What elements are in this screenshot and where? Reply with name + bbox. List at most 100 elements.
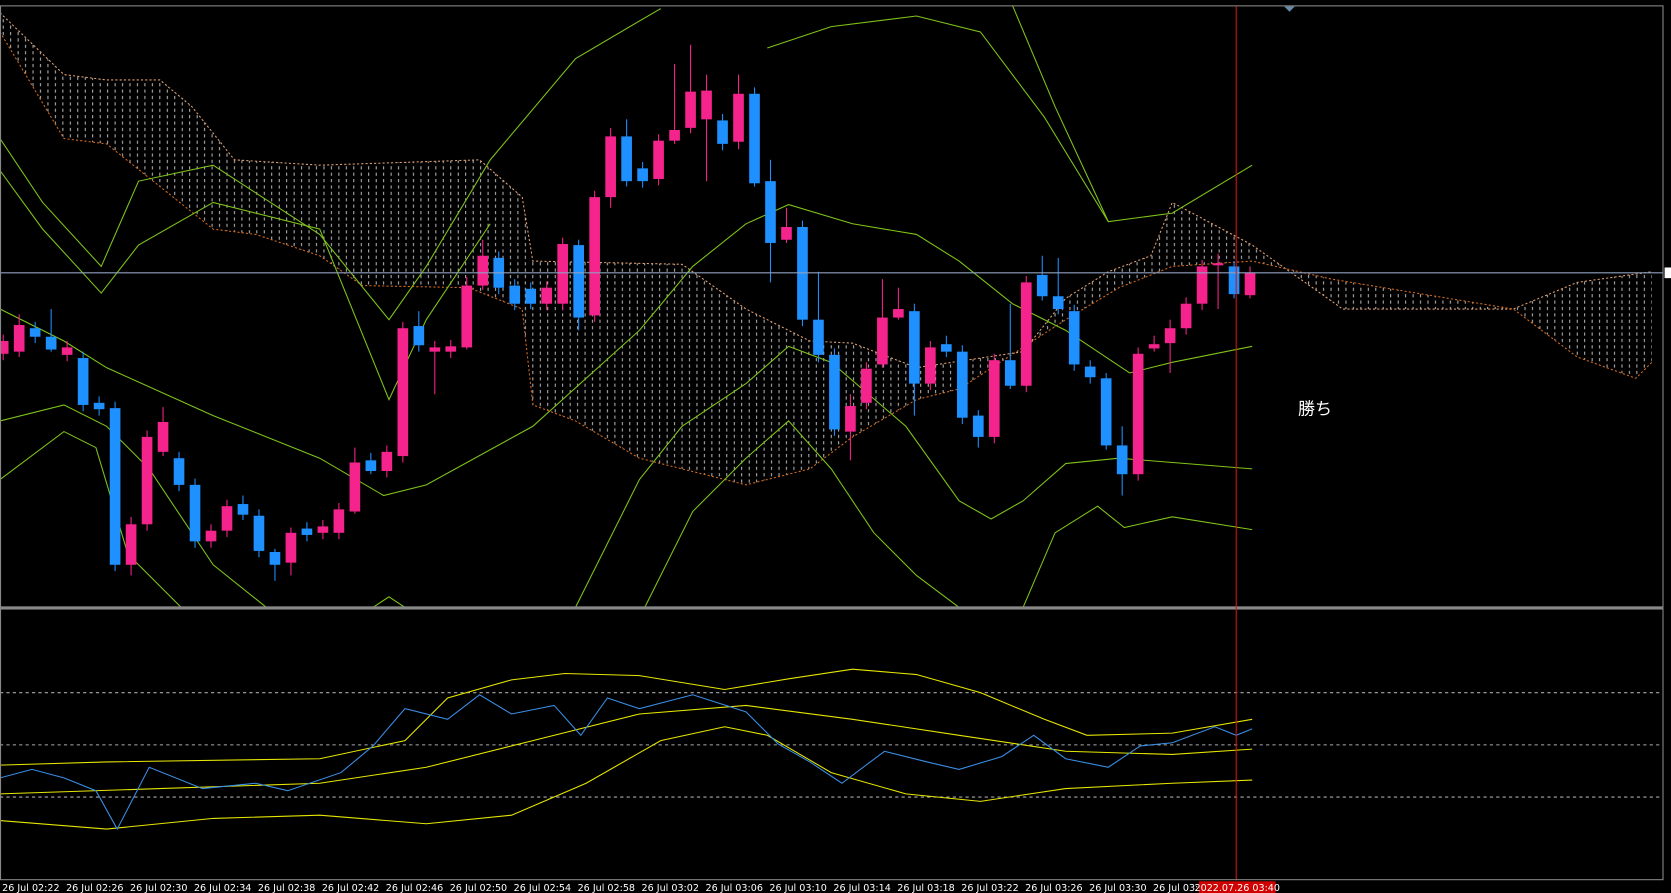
candle-body [1196,266,1208,304]
time-label: 26 Jul 03:18 [897,883,954,893]
candle-body [1100,378,1112,446]
time-label: 26 Jul 03:30 [1089,883,1146,893]
candle-body [525,288,537,304]
candle-body [653,140,664,180]
candle-body [956,351,968,418]
time-label: 26 Jul 02:42 [322,883,379,893]
shift-marker [1284,6,1295,12]
cloud-span-a [0,12,1652,369]
candle-body [1036,274,1048,297]
time-label: 26 Jul 02:50 [450,883,507,893]
band-line [1011,5,1109,222]
candle-body [1020,282,1032,386]
time-label: 26 Jul 02:22 [2,883,59,893]
candle-body [1212,263,1224,266]
candle-body [589,197,600,316]
time-label: 26 Jul 02:38 [258,883,315,893]
candle-body [349,462,361,512]
candle-body [972,415,984,437]
band-line [0,430,182,608]
candle-body [157,421,169,452]
pane-separator [0,606,1663,610]
candle-body [365,460,377,472]
candle-body [621,136,632,182]
candle-body [701,90,712,120]
bollinger-bands [0,5,1253,608]
candle-body [669,130,680,141]
candle-body [605,136,616,198]
candle-body [77,358,89,405]
candle-body [301,528,313,535]
levels [0,692,1663,798]
candle-body [317,526,329,533]
band-line [372,596,406,608]
candle-body [509,285,521,304]
candle-body [397,328,409,457]
candle-body [13,325,25,352]
band-line [0,668,1253,766]
candle-body [61,347,73,355]
candle-body [1132,353,1144,475]
candle-body [733,93,744,142]
candle-body [173,458,185,485]
time-label: 26 Jul 02:54 [514,883,571,893]
time-label: 26 Jul 02:46 [386,883,443,893]
band-line [0,170,491,401]
price-pane: 勝ち [0,5,1671,608]
candle-body [1244,272,1256,296]
time-label: 26 Jul 03:06 [705,883,762,893]
current-time-box [1198,881,1276,893]
oscillator-pane [0,668,1663,831]
candle-body [1068,311,1080,365]
candle-body [845,406,856,432]
candle-body [253,515,265,551]
annotation: 勝ち [1298,400,1332,420]
candle-body [1004,360,1016,386]
candle-body [573,245,584,318]
time-label: 26 Jul 03:14 [833,883,890,893]
candle-body [109,408,121,565]
time-label: 26 Jul 03:34 [1153,883,1210,893]
candle-body [461,285,473,348]
time-label: 26 Jul 02:26 [66,883,123,893]
candle-body [1148,344,1160,349]
candle-body [221,506,233,531]
candle-body [749,93,760,184]
candle-body [477,255,489,286]
candle-body [941,344,952,352]
candle-body [1052,296,1064,310]
time-label: 26 Jul 02:30 [130,883,187,893]
candle-body [685,91,696,128]
band-line [644,420,960,608]
time-label: 26 Jul 02:58 [578,883,635,893]
candle-body [861,368,872,403]
time-label: 26 Jul 03:10 [769,883,826,893]
time-label: 26 Jul 03:26 [1025,883,1082,893]
current-time-label: 2022.07.26 03:40 [1195,883,1281,893]
candle-body [413,326,425,346]
candle-body [93,402,105,410]
price-marker [1664,267,1671,279]
candle-body [285,532,297,563]
candle-body [381,451,393,472]
time-axis: 26 Jul 02:22 26 Jul 02:26 26 Jul 02:30 26 J… [2,883,1210,893]
ichimoku-cloud [0,12,1652,485]
candle-body [988,360,1000,437]
candle-body [445,346,457,352]
frame [0,5,1664,881]
candle-body [237,504,249,515]
oscillator-bands [0,668,1253,830]
candle-body [557,244,569,304]
candle-body [333,509,345,533]
band-line [0,204,1253,497]
candle-body [909,311,920,384]
candle-body [189,484,201,542]
candle-body [781,226,792,240]
candle-body [269,551,281,565]
candle-body [1164,328,1176,344]
candle-body [1180,303,1192,329]
oscillator-line [0,694,1253,831]
candle-body [637,168,648,182]
band-line [0,8,661,321]
